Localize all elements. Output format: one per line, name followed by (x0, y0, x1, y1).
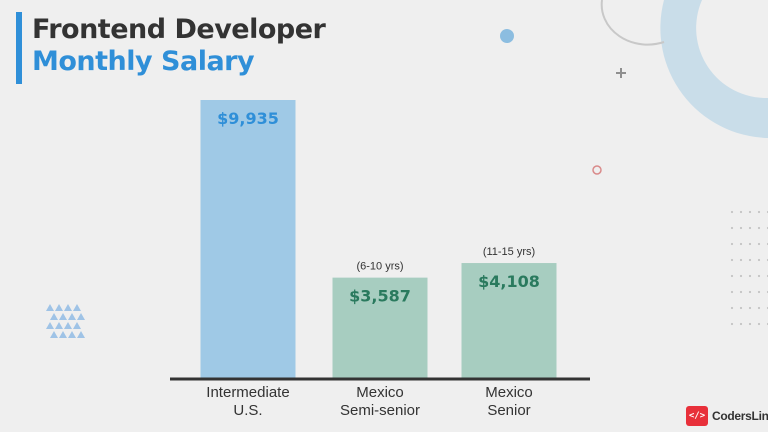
category-label-2-line1: Mexico (356, 384, 404, 401)
decor-dot (748, 306, 752, 310)
decor-triangle (50, 313, 58, 320)
value-label-3: $4,108 (478, 272, 540, 291)
bar-series (200, 100, 557, 378)
decor-dot (748, 274, 752, 278)
decor-dot (730, 322, 734, 326)
decor-dot (739, 306, 743, 310)
decor-dot (748, 226, 752, 230)
decor-dot (757, 322, 761, 326)
category-label-1-line2: U.S. (233, 402, 262, 419)
category-label-3-line1: Mexico (485, 384, 533, 401)
decor-dot (748, 210, 752, 214)
decor-dot (739, 290, 743, 294)
decor-triangle (73, 304, 81, 311)
chart-title-line1: Frontend Developer (32, 14, 326, 45)
decor-triangle (77, 331, 85, 338)
chart-title-line2: Monthly Salary (32, 46, 255, 77)
decor-triangle (64, 304, 72, 311)
decor-dot (730, 290, 734, 294)
decor-dot (739, 210, 743, 214)
decor-triangle (46, 304, 54, 311)
decor-triangle (50, 331, 58, 338)
decor-dot (739, 226, 743, 230)
bar-3 (461, 263, 557, 378)
bar-2 (332, 277, 428, 378)
logo-name: CodersLink (712, 409, 768, 423)
decor-dot (757, 242, 761, 246)
decor-triangle-pattern (46, 304, 85, 338)
decor-dot (730, 226, 734, 230)
value-label-1: $9,935 (217, 109, 279, 128)
title-accent-bar (16, 12, 22, 84)
decor-triangle (55, 322, 63, 329)
decor-dot (739, 258, 743, 262)
decor-dot (757, 226, 761, 230)
decor-dot (730, 258, 734, 262)
decor-dot (730, 210, 734, 214)
decor-triangle (64, 322, 72, 329)
value-label-2: $3,587 (349, 287, 411, 306)
decor-dot (757, 258, 761, 262)
decor-ring-small-shape (592, 165, 602, 175)
decor-triangle (68, 331, 76, 338)
annotation-2: (6-10 yrs) (356, 261, 403, 273)
annotation-3: (11-15 yrs) (483, 246, 535, 258)
decor-dot (757, 290, 761, 294)
decor-triangle (73, 322, 81, 329)
decor-dot (748, 242, 752, 246)
decor-dot (739, 274, 743, 278)
decor-dot (739, 242, 743, 246)
decor-triangle (59, 313, 67, 320)
category-label-1-line1: Intermediate (206, 384, 289, 401)
decor-arc-shape (600, 0, 665, 46)
coderslink-logo: </> CodersLink (686, 406, 768, 426)
decor-triangle (46, 322, 54, 329)
decor-dot (748, 322, 752, 326)
background-decorations (46, 0, 768, 338)
category-label-2-line2: Semi-senior (340, 402, 420, 419)
decor-dot (757, 306, 761, 310)
decor-dot (730, 242, 734, 246)
decor-triangle (77, 313, 85, 320)
decor-plus-shape (616, 68, 626, 78)
category-label-3-line2: Senior (487, 402, 530, 419)
decor-triangle (59, 331, 67, 338)
bar-1 (200, 100, 296, 378)
decor-ring-shape (660, 0, 768, 138)
decor-dot (757, 274, 761, 278)
decor-triangle (68, 313, 76, 320)
decor-dot (748, 290, 752, 294)
decor-triangle (55, 304, 63, 311)
decor-dot (730, 306, 734, 310)
decor-dot-shape (500, 29, 514, 43)
decor-dot (739, 322, 743, 326)
code-brackets-icon: </> (686, 406, 708, 426)
decor-dot-grid (730, 210, 768, 326)
decor-dot (748, 258, 752, 262)
decor-dot (730, 274, 734, 278)
decor-dot (757, 210, 761, 214)
